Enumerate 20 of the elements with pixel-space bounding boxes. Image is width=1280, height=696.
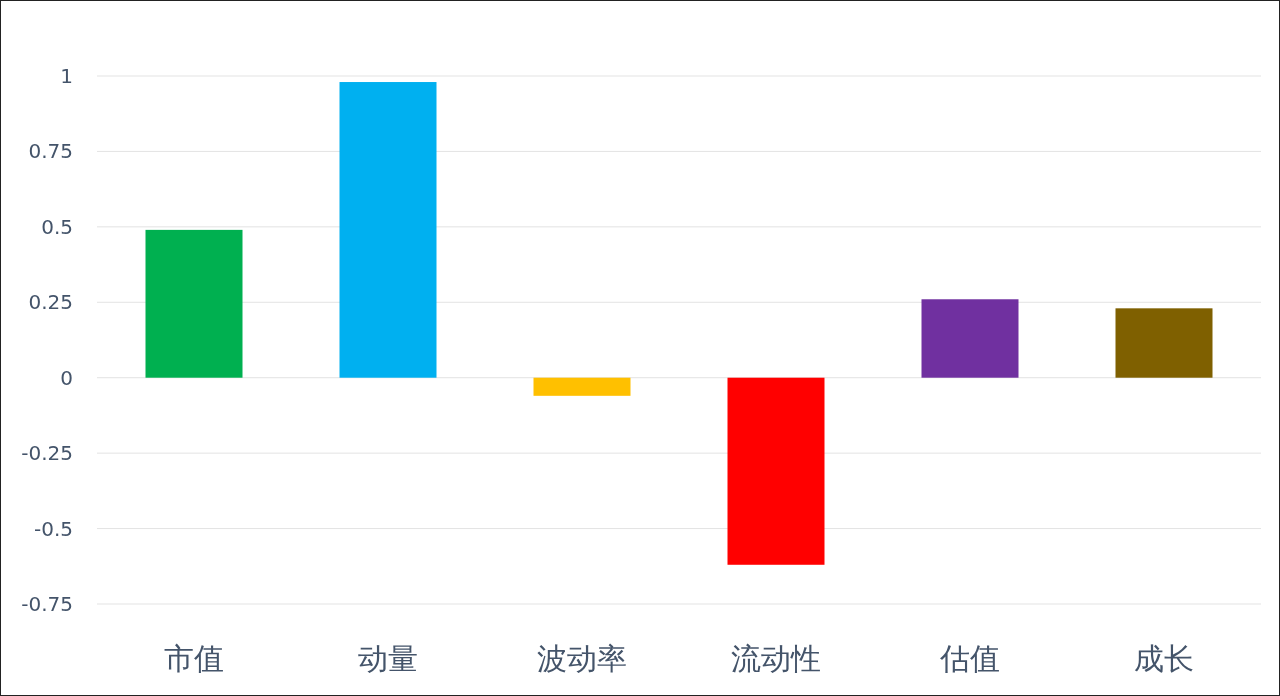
y-tick-label: 0	[60, 365, 73, 390]
y-tick-label: -0.25	[21, 441, 73, 466]
bar	[339, 82, 437, 378]
bar	[727, 377, 825, 565]
x-tick-label: 波动率	[537, 641, 627, 676]
bar	[533, 377, 631, 396]
x-tick-label: 成长	[1134, 641, 1194, 676]
y-tick-label: 0.75	[28, 139, 73, 164]
x-tick-label: 估值	[939, 641, 1000, 676]
y-tick-label: 0.25	[28, 290, 73, 315]
x-tick-label: 流动性	[731, 641, 821, 676]
x-tick-label: 市值	[164, 641, 224, 676]
bar	[1115, 308, 1213, 378]
y-tick-label: 0.5	[41, 214, 73, 239]
y-tick-label: -0.5	[33, 516, 73, 541]
y-tick-label: 1	[60, 64, 73, 88]
x-tick-label: 动量	[358, 641, 418, 676]
bar	[921, 299, 1019, 378]
y-tick-label: -0.75	[21, 592, 73, 616]
bar	[145, 229, 243, 378]
